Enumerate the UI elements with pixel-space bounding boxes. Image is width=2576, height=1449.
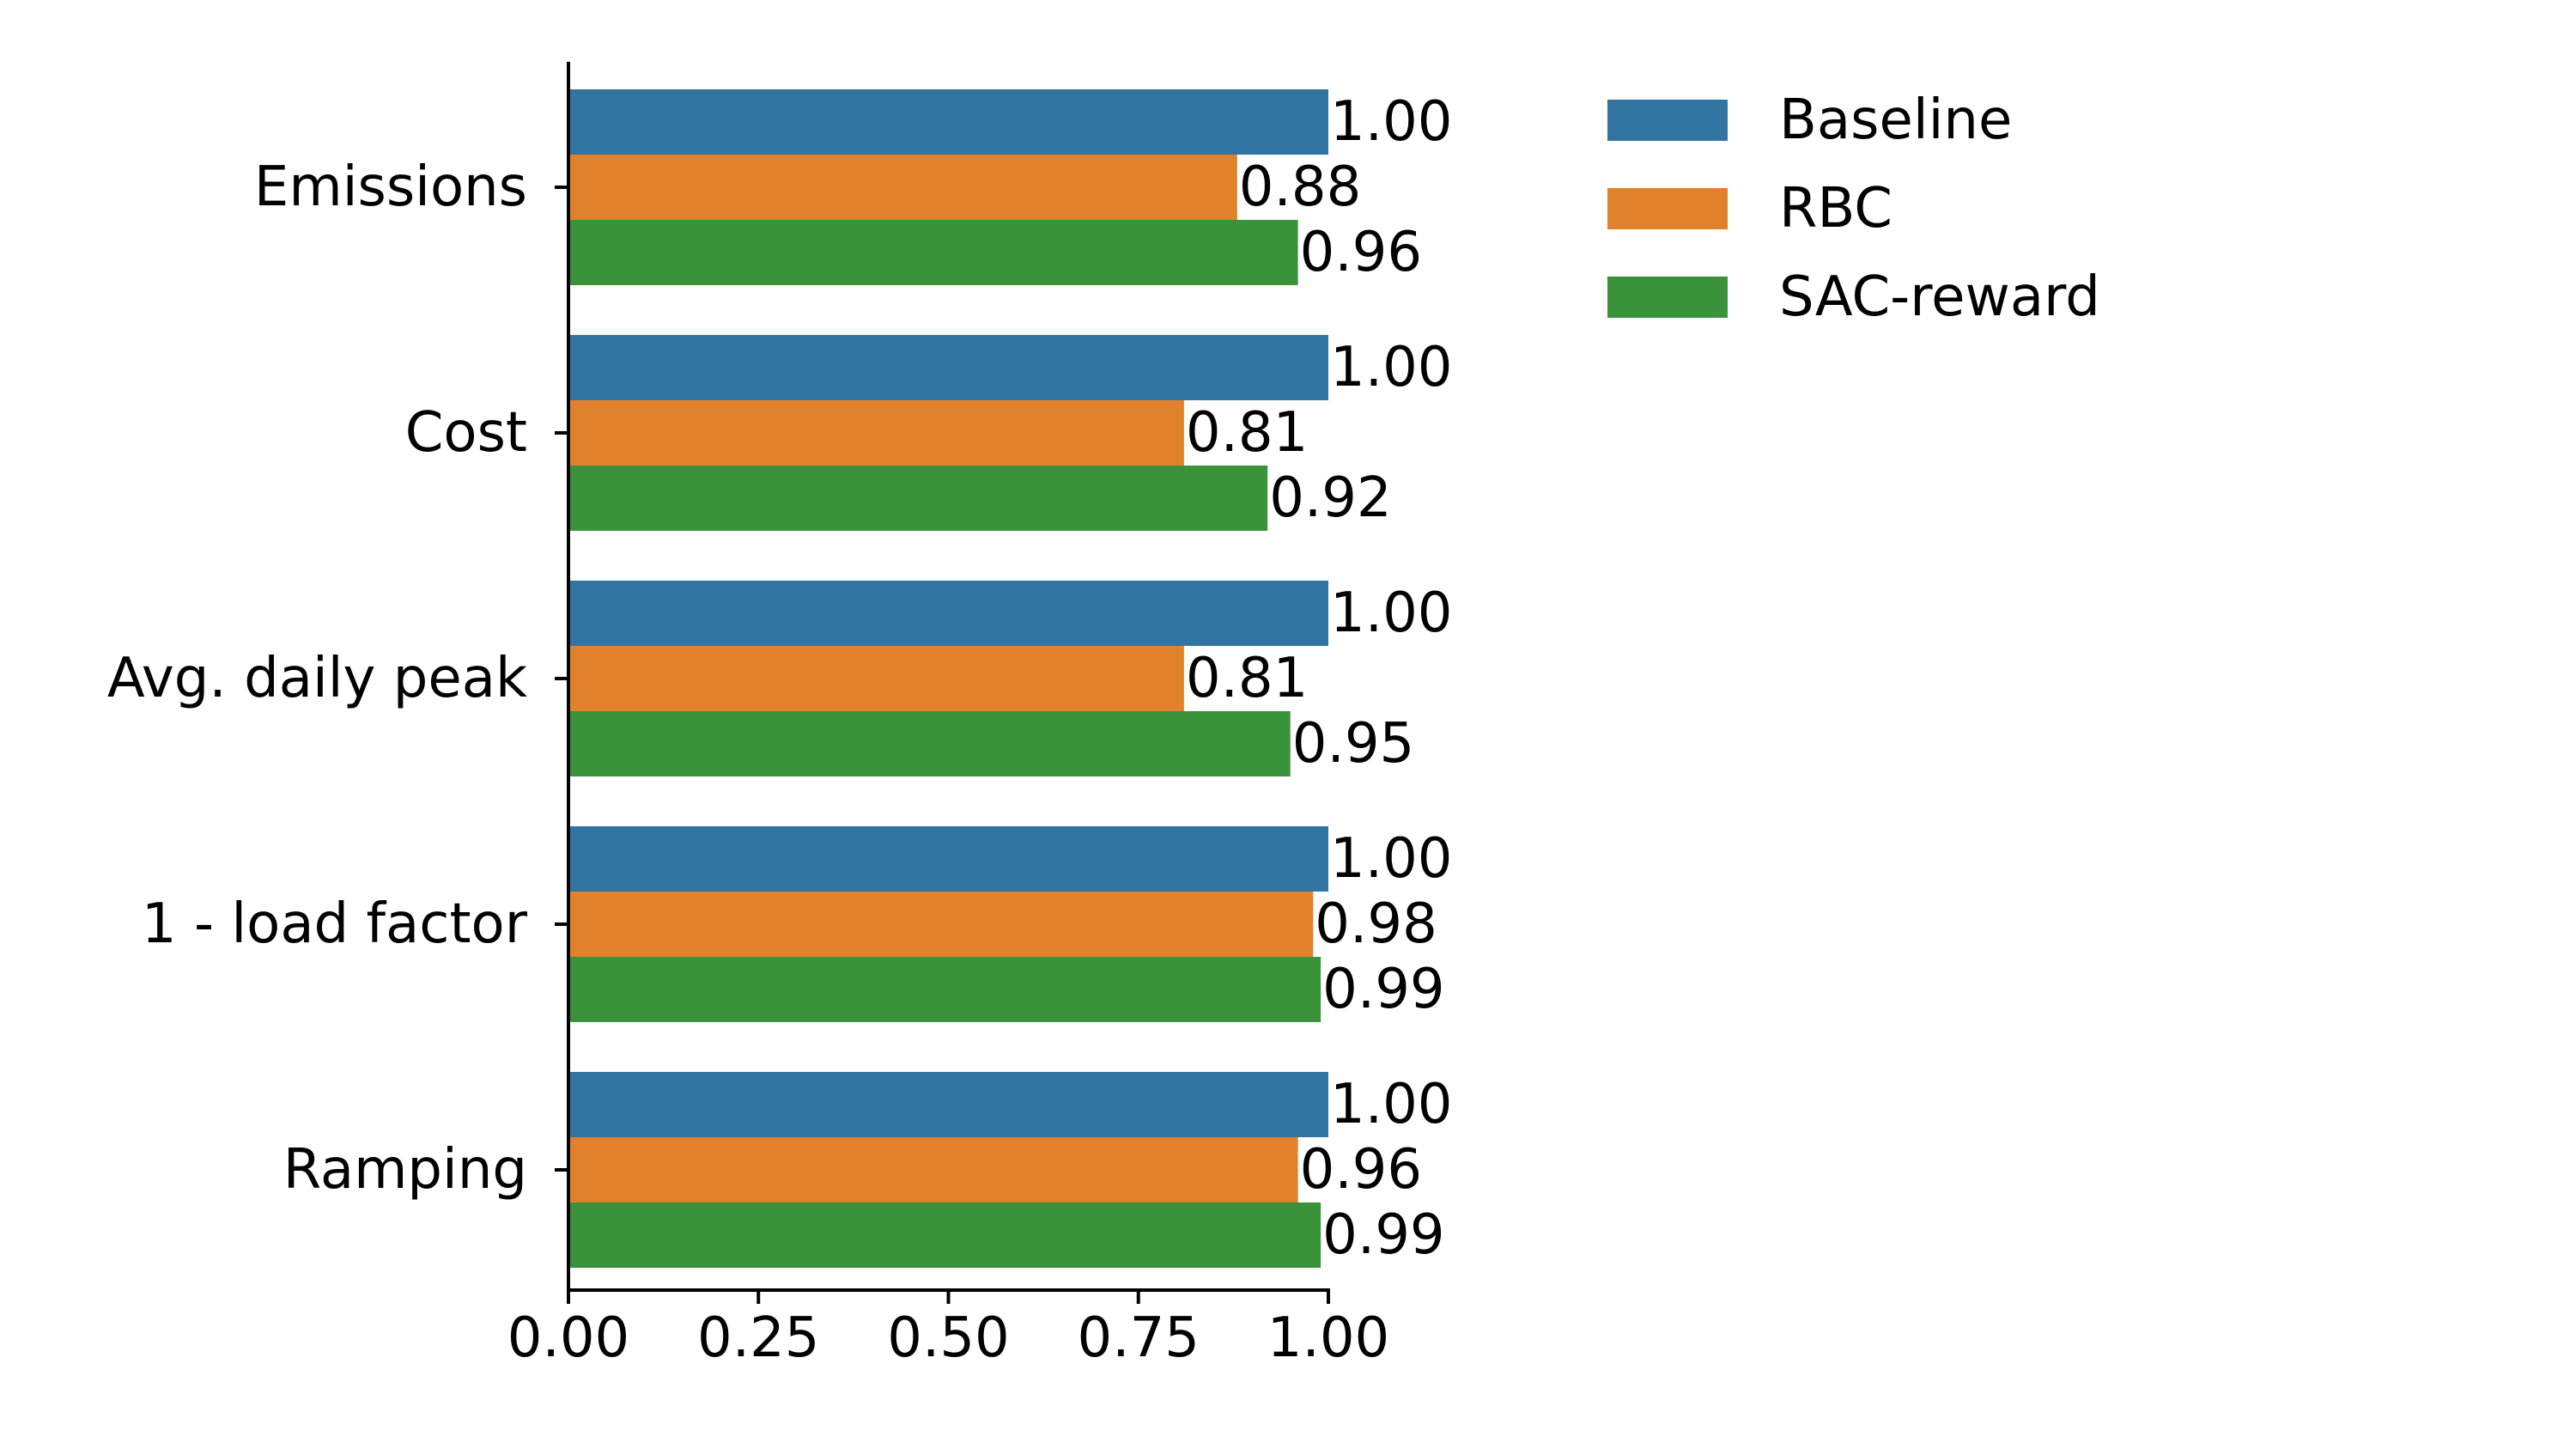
x-tick-label: 0.00	[507, 1306, 630, 1370]
legend-label: SAC-reward	[1779, 265, 2100, 329]
bar-sac-reward-2	[568, 711, 1291, 776]
bar-value-label: 0.99	[1322, 1203, 1445, 1267]
y-ticks-group: Emissions Cost Avg. daily peak 1 - load fac…	[107, 155, 568, 1202]
legend-swatch	[1607, 188, 1728, 229]
legend-label: Baseline	[1779, 88, 2012, 152]
x-tick-label: 0.50	[887, 1306, 1010, 1370]
bar-value-label: 1.00	[1330, 336, 1453, 399]
category-label: Cost	[405, 401, 527, 465]
bar-rbc-3	[568, 892, 1314, 957]
bar-sac-reward-1	[568, 466, 1268, 531]
legend-label: RBC	[1779, 177, 1893, 240]
category-label: 1 - load factor	[142, 892, 528, 956]
x-tick-label: 0.25	[697, 1306, 820, 1370]
category-label: Emissions	[254, 155, 527, 219]
bar-value-label: 1.00	[1330, 581, 1453, 645]
bar-value-label: 0.92	[1269, 466, 1392, 530]
bar-rbc-0	[568, 155, 1237, 220]
bar-baseline-0	[568, 89, 1328, 155]
bar-sac-reward-4	[568, 1202, 1321, 1268]
bar-value-label: 1.00	[1330, 90, 1453, 154]
bar-rbc-2	[568, 646, 1184, 711]
category-label: Avg. daily peak	[107, 647, 527, 710]
legend: Baseline RBC SAC-reward	[1607, 88, 2100, 329]
bar-value-label: 0.95	[1292, 712, 1415, 776]
bar-rbc-4	[568, 1137, 1298, 1202]
bar-labels-group: 1.000.880.961.000.810.921.000.810.951.00…	[1186, 90, 1453, 1267]
legend-swatch	[1607, 277, 1728, 318]
bar-value-label: 1.00	[1330, 1073, 1453, 1136]
bar-rbc-1	[568, 400, 1184, 466]
bar-value-label: 0.98	[1315, 892, 1437, 956]
bar-value-label: 0.88	[1239, 155, 1362, 219]
bars-group	[568, 89, 1328, 1268]
bar-value-label: 0.99	[1322, 958, 1445, 1021]
bar-baseline-1	[568, 335, 1328, 400]
category-label: Ramping	[283, 1138, 527, 1202]
bar-value-label: 0.81	[1186, 401, 1309, 465]
bar-value-label: 0.96	[1300, 1138, 1423, 1202]
bar-value-label: 0.96	[1300, 221, 1423, 284]
bar-value-label: 1.00	[1330, 827, 1453, 891]
x-tick-label: 0.75	[1078, 1306, 1200, 1370]
bar-baseline-2	[568, 581, 1328, 646]
bar-baseline-4	[568, 1072, 1328, 1137]
bar-baseline-3	[568, 826, 1328, 892]
bar-sac-reward-0	[568, 220, 1298, 285]
x-ticks-group: 0.00 0.25 0.50 0.75 1.00	[507, 1290, 1390, 1370]
bar-sac-reward-3	[568, 957, 1321, 1022]
x-tick-label: 1.00	[1267, 1306, 1390, 1370]
legend-swatch	[1607, 100, 1728, 141]
bar-value-label: 0.81	[1186, 647, 1309, 710]
